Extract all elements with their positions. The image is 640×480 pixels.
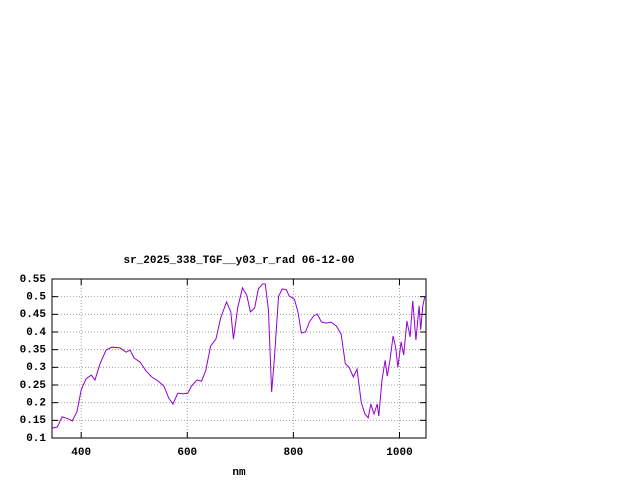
y-tick-label: 0.3 bbox=[26, 362, 46, 374]
y-tick-label: 0.4 bbox=[26, 327, 46, 339]
y-tick-label: 0.2 bbox=[26, 398, 46, 410]
y-tick-label: 0.5 bbox=[26, 292, 46, 304]
y-tick-label: 0.35 bbox=[20, 345, 47, 357]
y-tick-label: 0.15 bbox=[20, 415, 47, 427]
y-tick-label: 0.55 bbox=[20, 274, 47, 286]
data-line bbox=[51, 283, 426, 429]
chart-title: sr_2025_338_TGF__y03_r_rad 06-12-00 bbox=[123, 255, 354, 267]
x-tick-label: 800 bbox=[283, 447, 303, 459]
x-axis-label: nm bbox=[232, 467, 246, 479]
plot-border bbox=[51, 278, 427, 439]
y-tick-label: 0.25 bbox=[20, 380, 47, 392]
y-tick-label: 0.1 bbox=[26, 433, 46, 445]
x-tick-label: 400 bbox=[71, 447, 91, 459]
x-tick-label: 600 bbox=[177, 447, 197, 459]
x-tick-label: 1000 bbox=[386, 447, 412, 459]
y-tick-label: 0.45 bbox=[20, 309, 47, 321]
